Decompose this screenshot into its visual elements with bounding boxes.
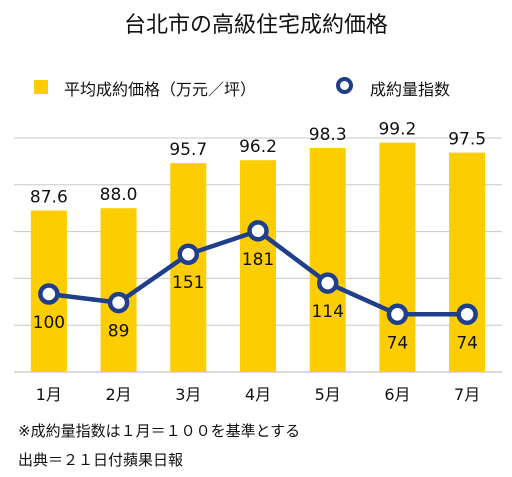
bar-value-label: 98.3 [309, 125, 347, 145]
x-tick-label: 3月 [175, 385, 201, 404]
legend-label-bar: 平均成約価格（万元／坪） [64, 80, 257, 99]
bar-avg-price [379, 142, 416, 372]
bar-value-label: 96.2 [239, 137, 277, 157]
line-point [247, 220, 269, 242]
legend-label-line: 成約量指数 [370, 80, 451, 99]
line-value-label: 74 [387, 333, 409, 353]
bar-avg-price [449, 152, 486, 372]
line-point [386, 303, 409, 326]
line-value-label: 100 [33, 313, 65, 333]
bar-avg-price [100, 208, 137, 372]
chart-title: 台北市の高級住宅成約価格 [123, 13, 388, 38]
line-point [316, 272, 339, 294]
bar-avg-price [240, 160, 276, 372]
x-tick-label: 2月 [105, 385, 131, 404]
footnote-index-basis: ※成約量指数は１月＝１００を基準とする [18, 422, 301, 440]
legend-swatch-bar [34, 80, 48, 94]
x-tick-label: 4月 [245, 385, 271, 404]
x-tick-label: 1月 [36, 385, 62, 404]
line-value-label: 89 [108, 322, 130, 342]
bar-value-label: 87.6 [30, 188, 68, 208]
bar-avg-price [170, 163, 207, 372]
x-tick-label: 6月 [384, 385, 410, 404]
line-point [456, 303, 478, 326]
bar-value-label: 97.5 [448, 130, 486, 150]
bar-value-label: 88.0 [100, 185, 138, 205]
line-value-label: 74 [456, 333, 478, 353]
legend: 平均成約価格（万元／坪） 成約量指数 [0, 74, 512, 100]
bar-value-label: 95.7 [169, 140, 207, 160]
bar-value-label: 99.2 [378, 120, 416, 140]
line-value-label: 114 [311, 302, 343, 322]
line-value-label: 181 [242, 250, 274, 270]
legend-swatch-line [336, 77, 353, 94]
x-tick-label: 5月 [315, 385, 341, 404]
footnote-source: 出典＝２１日付蘋果日報 [18, 451, 184, 469]
line-point [177, 243, 200, 265]
x-tick-label: 7月 [454, 385, 480, 404]
line-point [38, 283, 60, 305]
line-point [107, 291, 130, 314]
bar-avg-price [309, 147, 346, 372]
line-value-label: 151 [172, 273, 204, 293]
